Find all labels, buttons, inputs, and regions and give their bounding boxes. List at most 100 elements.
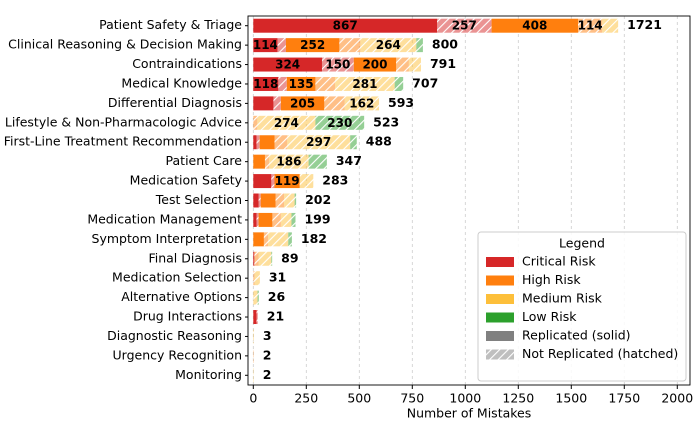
bar-segment	[602, 18, 619, 33]
bar-segment	[288, 232, 292, 247]
bar-segment	[260, 193, 276, 208]
legend-label: Replicated (solid)	[522, 328, 631, 343]
bar-segment	[272, 212, 281, 227]
y-tick-label: Medical Knowledge	[121, 75, 242, 90]
y-tick-label: Contraindications	[132, 56, 242, 71]
bar-segment	[253, 174, 272, 189]
total-label: 31	[269, 270, 286, 285]
y-tick-label: Urgency Recognition	[113, 347, 242, 362]
y-tick-label: Medication Safety	[130, 173, 243, 188]
total-label: 26	[268, 289, 286, 304]
y-tick-label: Drug Interactions	[133, 309, 242, 324]
y-tick-label: Monitoring	[175, 367, 242, 382]
segment-label: 162	[349, 96, 374, 110]
legend-label: Medium Risk	[522, 291, 603, 306]
bar-segment	[256, 135, 260, 150]
bar-segment	[286, 76, 316, 91]
segment-label: 200	[362, 58, 387, 72]
x-tick-label: 0	[249, 391, 257, 406]
x-tick-label: 500	[347, 391, 371, 406]
bar-segment	[273, 96, 281, 111]
legend-swatch	[486, 294, 514, 304]
segment-label: 186	[276, 155, 301, 169]
bar-segment	[280, 96, 325, 111]
bar-segment	[253, 310, 257, 325]
bar-segment	[257, 290, 259, 305]
total-label: 347	[336, 153, 362, 168]
segment-label: 867	[333, 19, 358, 33]
bar-segment	[299, 174, 314, 189]
bar-segment	[350, 135, 357, 150]
segment-label: 230	[327, 116, 352, 130]
bar-segment	[294, 193, 297, 208]
y-tick-label: First-Line Treatment Recommendation	[4, 134, 242, 149]
bar-segment	[315, 76, 336, 91]
bar-segment	[254, 271, 260, 286]
bar-segment	[315, 115, 365, 130]
segment-label: 408	[522, 19, 547, 33]
segment-label: 135	[289, 77, 314, 91]
y-tick-label: Diagnostic Reasoning	[107, 328, 242, 343]
total-label: 2	[263, 367, 272, 382]
bar-segment	[396, 57, 409, 72]
y-tick-label: Alternative Options	[121, 289, 242, 304]
bar-segment	[287, 135, 351, 150]
bar-segment	[258, 212, 273, 227]
y-tick-label: Patient Care	[166, 153, 243, 168]
bar-segment	[253, 57, 322, 72]
bar-segment	[268, 232, 289, 247]
total-label: 283	[322, 173, 348, 188]
bar-segment	[253, 193, 259, 208]
bar-segment	[253, 38, 278, 53]
total-label: 21	[267, 309, 284, 324]
bar-segment	[291, 212, 296, 227]
bar-segment	[274, 135, 288, 150]
segment-label: 118	[253, 77, 278, 91]
y-tick-label: Differential Diagnosis	[108, 95, 242, 110]
total-label: 2	[263, 347, 272, 362]
bar-segment	[253, 96, 274, 111]
segment-label: 264	[376, 38, 401, 52]
bar-segment	[258, 251, 272, 266]
bar-segment	[253, 329, 254, 344]
bar-segment	[253, 115, 258, 130]
bar-segment	[491, 18, 579, 33]
x-tick-label: 2000	[661, 391, 693, 406]
total-label: 3	[263, 328, 272, 343]
bar-segment	[416, 38, 423, 53]
legend-label: Low Risk	[522, 309, 577, 324]
legend-swatch	[486, 257, 514, 267]
bar-segment	[256, 310, 258, 325]
y-tick-label: Test Selection	[155, 192, 242, 207]
segment-label: 297	[306, 135, 331, 149]
bar-segment	[360, 38, 417, 53]
bar-segment	[253, 18, 438, 33]
bar-segment	[253, 76, 279, 91]
bar-segment	[253, 232, 264, 247]
y-tick-label: Medication Selection	[112, 270, 242, 285]
bar-segment	[394, 76, 404, 91]
x-tick-label: 750	[400, 391, 424, 406]
segment-label: 324	[275, 58, 300, 72]
segment-label: 114	[578, 19, 603, 33]
bar-segment	[253, 212, 257, 227]
total-label: 800	[432, 37, 458, 52]
y-tick-label: Lifestyle & Non-Pharmacologic Advice	[5, 114, 242, 129]
total-label: 523	[373, 114, 399, 129]
bar-segment	[277, 38, 286, 53]
x-tick-label: 1750	[608, 391, 640, 406]
bar-segment	[253, 154, 265, 169]
total-label: 202	[305, 192, 331, 207]
x-tick-label: 250	[294, 391, 318, 406]
segment-label: 205	[290, 96, 315, 110]
bar-segment	[321, 57, 354, 72]
segment-label: 150	[325, 58, 350, 72]
total-label: 182	[301, 231, 327, 246]
total-label: 199	[304, 211, 330, 226]
x-tick-label: 1000	[449, 391, 481, 406]
legend-swatch	[486, 349, 514, 360]
total-label: 89	[281, 250, 298, 265]
bar-segment	[275, 193, 285, 208]
bar-segment	[285, 38, 340, 53]
